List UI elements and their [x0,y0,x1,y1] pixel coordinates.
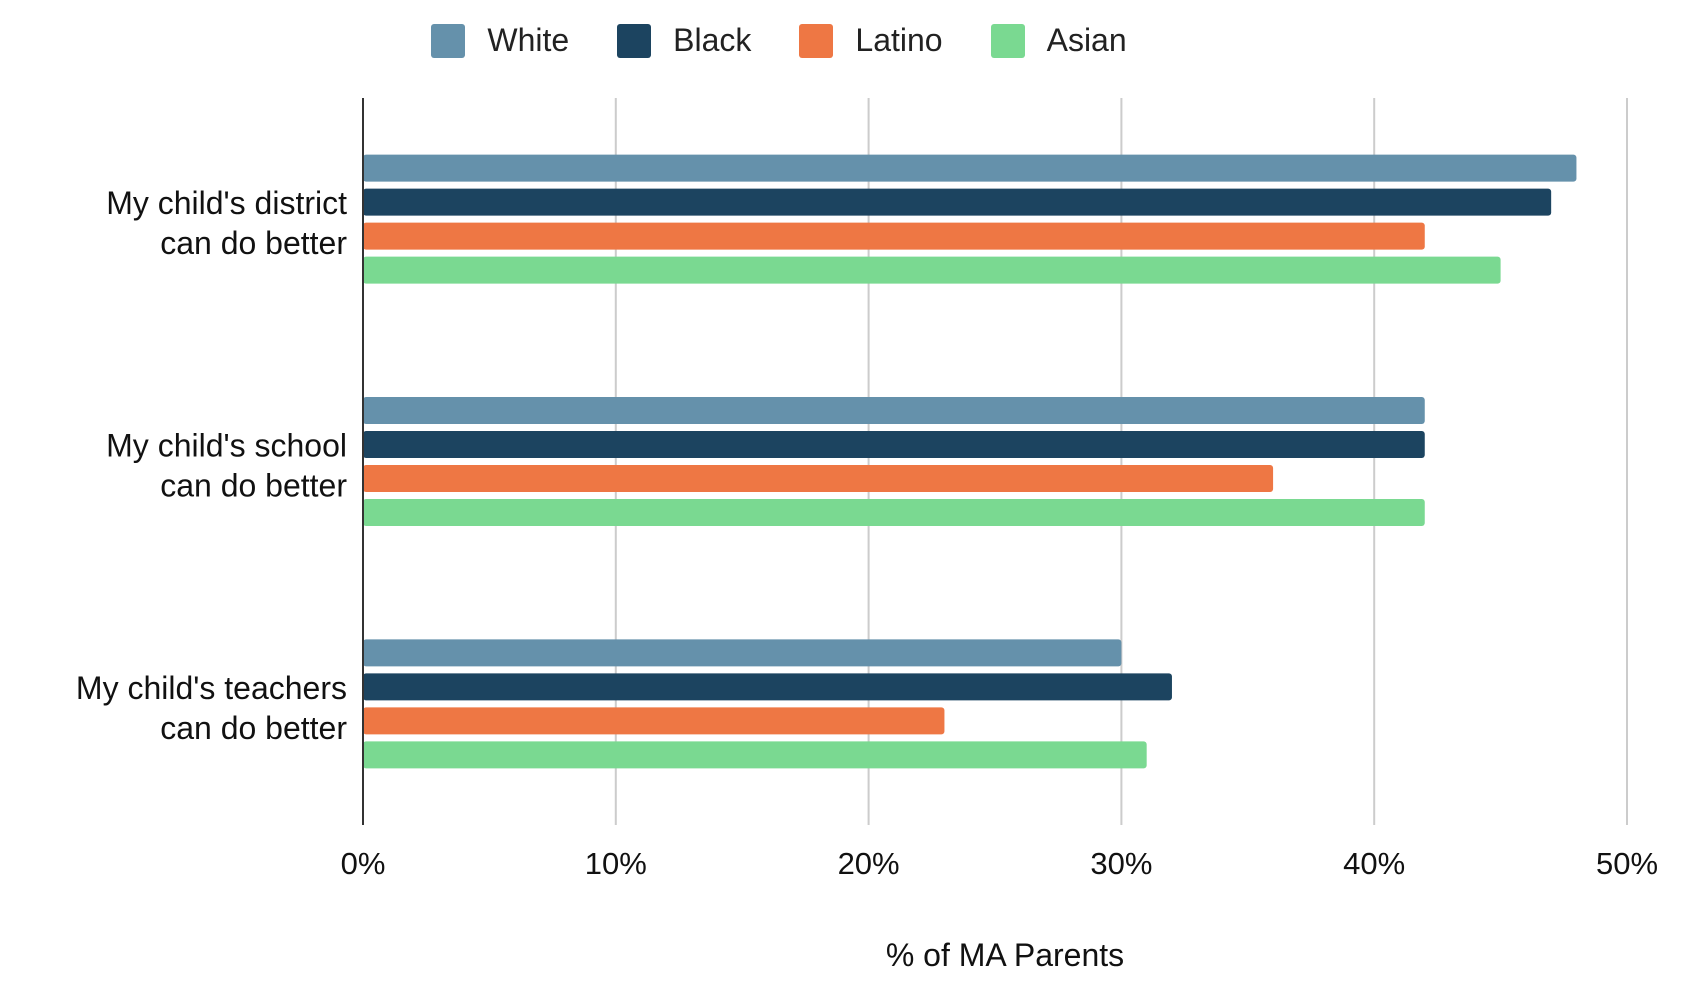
x-tick-label: 20% [838,846,900,881]
bar-latino [363,222,1425,250]
x-tick-label: 40% [1343,846,1405,881]
legend-item-black: Black [617,22,751,59]
x-tick-label: 30% [1090,846,1152,881]
x-tick-label: 10% [585,846,647,881]
x-axis-title: % of MA Parents [886,937,1124,973]
legend-label: Latino [855,22,943,58]
bar-black [363,431,1425,458]
x-tick-label: 0% [341,846,386,881]
bar-white [363,639,1122,667]
legend-swatch [617,23,652,58]
legend-item-white: White [431,22,569,59]
legend-item-asian: Asian [990,22,1127,59]
legend-label: White [487,22,570,58]
bar-latino [363,707,945,735]
x-tick-labels: 0% 10% 20% 30% 40% 50% [341,846,1658,881]
legend-label: Black [673,22,752,58]
legend-item-latino: Latino [799,22,943,59]
bar-black [363,673,1172,701]
bar-white [363,154,1577,182]
bar-latino [363,465,1274,492]
bar-black [363,188,1552,216]
legend-label: Asian [1046,22,1127,58]
category-label: My child's teachers can do better [76,670,347,746]
bar-white [363,397,1425,424]
legend-swatch [431,23,466,58]
bars [363,154,1577,769]
category-label: My child's school can do better [106,428,347,504]
bar-asian [363,499,1425,526]
category-labels: My child's district can do better My child… [76,185,347,746]
bar-asian [363,741,1147,769]
x-tick-label: 50% [1596,846,1658,881]
bar-asian [363,256,1501,284]
category-label: My child's district can do better [106,185,347,261]
legend-swatch [990,23,1025,58]
chart-legend: White Black Latino Asian [0,22,1698,59]
gridlines [614,98,1628,825]
legend-swatch [799,23,834,58]
